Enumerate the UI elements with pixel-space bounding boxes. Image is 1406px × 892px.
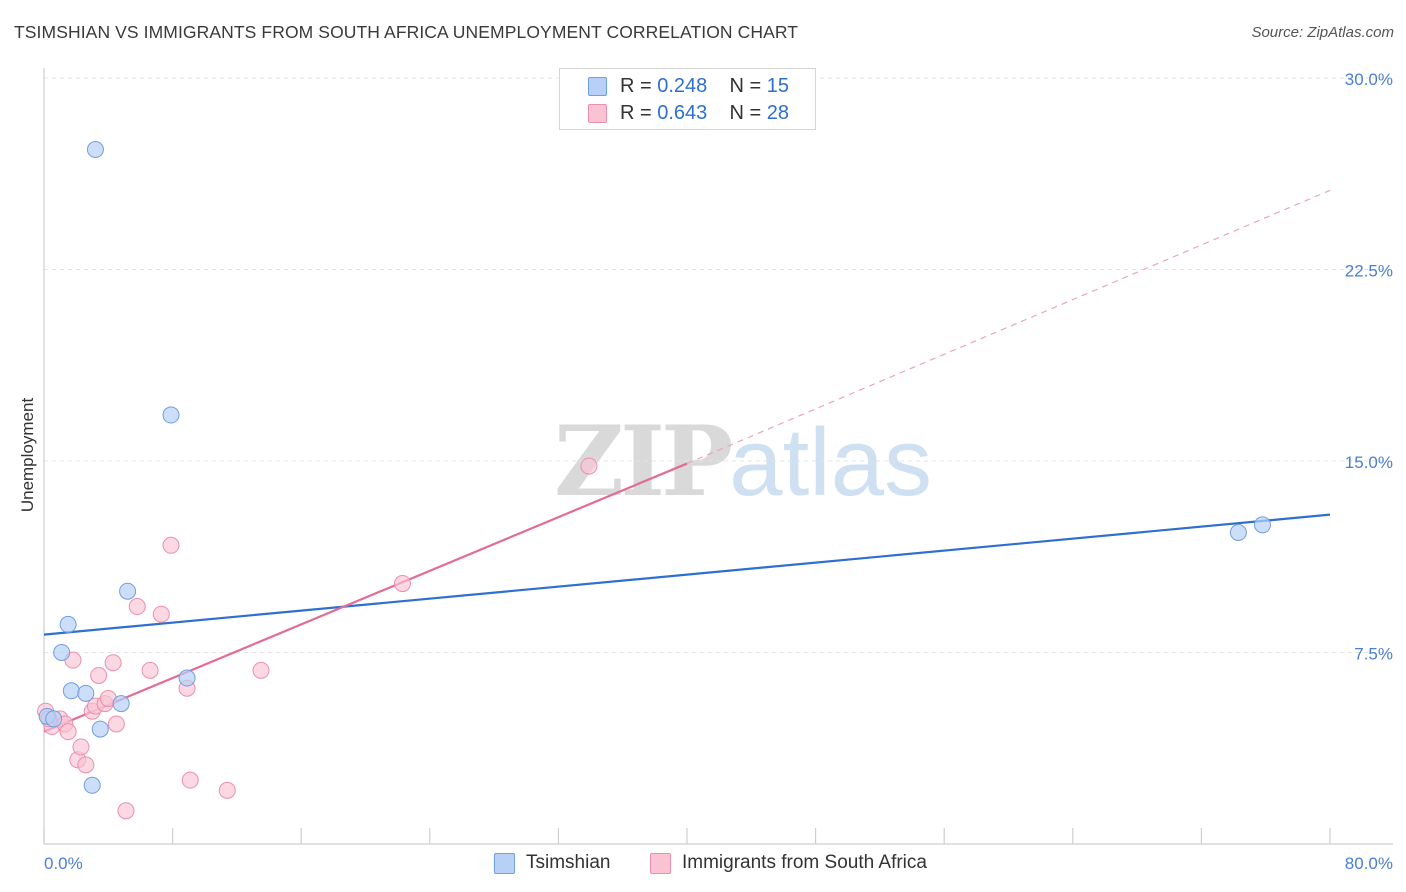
- trend-lines: [43, 189, 1331, 733]
- watermark-atlas: atlas: [729, 409, 932, 516]
- bottom-legend-swatch-pink: [650, 853, 671, 874]
- data-point-tsimshian: [1253, 516, 1271, 534]
- data-point-south-africa: [72, 738, 90, 756]
- data-point-tsimshian: [1229, 523, 1247, 541]
- legend-swatch-pink: [588, 104, 607, 123]
- data-point-south-africa: [580, 457, 598, 475]
- legend-n-label: N =: [729, 102, 767, 124]
- legend-n-label: N =: [729, 75, 767, 97]
- data-point-tsimshian: [83, 776, 101, 794]
- data-point-south-africa: [141, 661, 159, 679]
- legend-r-label: R =: [620, 102, 658, 124]
- x-tick-label: 0.0%: [44, 854, 83, 873]
- correlation-legend: R = 0.248 N = 15 R = 0.643 N = 28: [559, 68, 816, 130]
- y-axis-label: Unemployment: [18, 397, 37, 513]
- data-point-tsimshian: [86, 140, 104, 158]
- chart-title: TSIMSHIAN VS IMMIGRANTS FROM SOUTH AFRIC…: [14, 22, 799, 42]
- data-point-south-africa: [162, 536, 180, 554]
- data-point-south-africa: [181, 771, 199, 789]
- y-tick-label: 22.5%: [1345, 262, 1393, 281]
- y-tick-label: 30.0%: [1345, 70, 1393, 89]
- y-tick-label: 7.5%: [1354, 645, 1393, 664]
- bottom-legend-swatch-blue: [494, 853, 515, 874]
- data-point-tsimshian: [178, 669, 196, 687]
- data-point-south-africa: [128, 598, 146, 616]
- data-point-south-africa: [104, 654, 122, 672]
- legend-n-value: 15: [766, 75, 790, 97]
- legend-r-label: R =: [620, 75, 658, 97]
- data-point-south-africa: [117, 802, 135, 820]
- legend-n-value: 28: [766, 102, 790, 124]
- trend-line-south-africa: [43, 462, 688, 733]
- data-point-tsimshian: [162, 406, 180, 424]
- legend-swatch-blue: [588, 77, 607, 96]
- data-point-south-africa: [393, 575, 411, 593]
- x-tick-label: 80.0%: [1345, 854, 1393, 873]
- bottom-legend-label: Immigrants from South Africa: [682, 852, 927, 873]
- trend-line-tsimshian: [43, 513, 1331, 636]
- legend-r-value: 0.248: [657, 75, 708, 97]
- data-point-south-africa: [90, 666, 108, 684]
- axes: [43, 68, 1393, 845]
- data-point-tsimshian: [62, 682, 80, 700]
- data-point-tsimshian: [59, 615, 77, 633]
- legend-r-value: 0.643: [657, 102, 708, 124]
- data-point-tsimshian: [91, 720, 109, 738]
- data-point-tsimshian: [53, 644, 71, 661]
- source-credit: Source: ZipAtlas.com: [1251, 24, 1394, 41]
- tick-labels: 7.5% 15.0% 22.5% 30.0% 0.0% 80.0%: [44, 70, 1393, 873]
- bottom-legend-label: Tsimshian: [526, 852, 611, 873]
- data-point-tsimshian: [45, 710, 63, 728]
- data-point-south-africa: [59, 723, 77, 741]
- data-point-tsimshian: [77, 684, 95, 702]
- y-tick-label: 15.0%: [1345, 453, 1393, 472]
- grid-lines: [44, 77, 1390, 653]
- data-point-tsimshian: [119, 582, 137, 600]
- data-points: [37, 140, 1271, 820]
- data-point-tsimshian: [112, 695, 130, 713]
- data-point-south-africa: [252, 661, 270, 679]
- data-point-south-africa: [152, 605, 170, 623]
- data-point-south-africa: [107, 715, 125, 733]
- data-point-south-africa: [77, 756, 95, 774]
- trend-line-south-africa-extension: [686, 189, 1331, 465]
- data-point-south-africa: [218, 781, 236, 799]
